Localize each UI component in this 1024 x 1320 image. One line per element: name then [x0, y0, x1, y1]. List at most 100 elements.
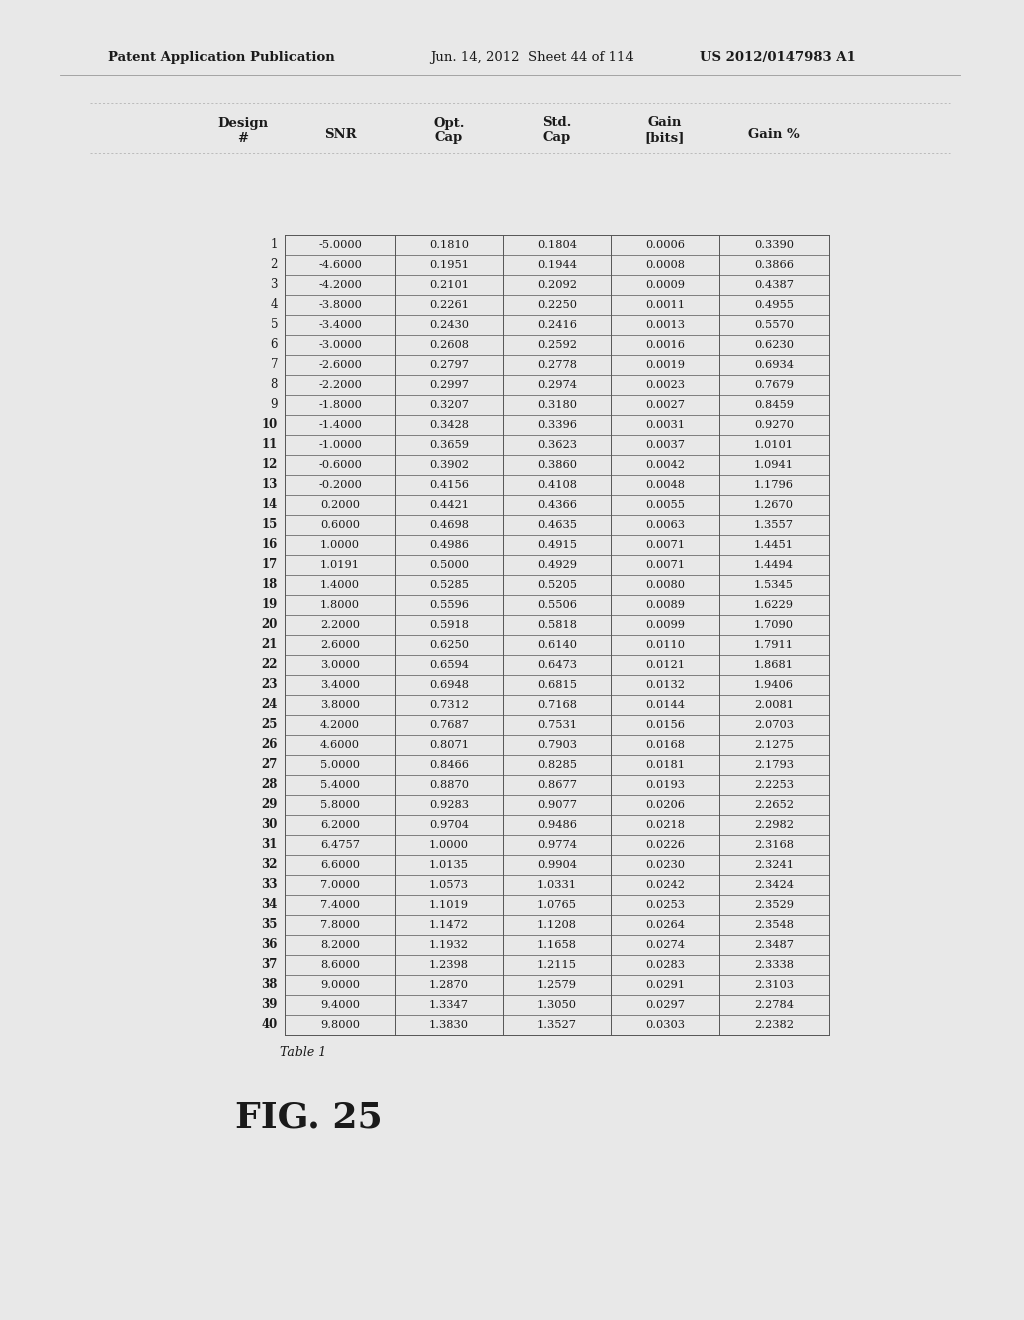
- Text: 1.3527: 1.3527: [537, 1020, 577, 1030]
- Text: 7.4000: 7.4000: [319, 900, 360, 909]
- Text: 0.0121: 0.0121: [645, 660, 685, 671]
- Text: 0.5285: 0.5285: [429, 579, 469, 590]
- Text: 8.6000: 8.6000: [319, 960, 360, 970]
- Text: 0.2261: 0.2261: [429, 300, 469, 310]
- Text: 15: 15: [262, 519, 278, 532]
- Text: 0.0048: 0.0048: [645, 480, 685, 490]
- Text: 14: 14: [262, 499, 278, 511]
- Text: 22: 22: [261, 659, 278, 672]
- Text: 1.1796: 1.1796: [754, 480, 794, 490]
- Text: 0.0037: 0.0037: [645, 440, 685, 450]
- Text: 2: 2: [270, 259, 278, 272]
- Text: 1.9406: 1.9406: [754, 680, 794, 690]
- Text: 2.1793: 2.1793: [754, 760, 794, 770]
- Text: 17: 17: [262, 558, 278, 572]
- Text: 0.9270: 0.9270: [754, 420, 794, 430]
- Text: 1.0135: 1.0135: [429, 861, 469, 870]
- Text: 27: 27: [261, 759, 278, 771]
- Text: 1.7090: 1.7090: [754, 620, 794, 630]
- Text: 34: 34: [261, 899, 278, 912]
- Text: 0.0071: 0.0071: [645, 560, 685, 570]
- Text: 0.0042: 0.0042: [645, 459, 685, 470]
- Text: 1.4000: 1.4000: [319, 579, 360, 590]
- Text: 0.5205: 0.5205: [537, 579, 577, 590]
- Text: 0.0055: 0.0055: [645, 500, 685, 510]
- Text: -2.2000: -2.2000: [318, 380, 361, 389]
- Text: 0.0011: 0.0011: [645, 300, 685, 310]
- Text: 1.0573: 1.0573: [429, 880, 469, 890]
- Text: 29: 29: [261, 799, 278, 812]
- Text: 0.0242: 0.0242: [645, 880, 685, 890]
- Text: 0.9486: 0.9486: [537, 820, 577, 830]
- Text: US 2012/0147983 A1: US 2012/0147983 A1: [700, 51, 856, 65]
- Text: 18: 18: [262, 578, 278, 591]
- Text: 1.2870: 1.2870: [429, 979, 469, 990]
- Text: 0.5570: 0.5570: [754, 319, 794, 330]
- Text: 0.4929: 0.4929: [537, 560, 577, 570]
- Text: 0.4366: 0.4366: [537, 500, 577, 510]
- Text: 0.2092: 0.2092: [537, 280, 577, 290]
- Text: 0.8459: 0.8459: [754, 400, 794, 411]
- Text: 1.3557: 1.3557: [754, 520, 794, 531]
- Text: 0.0156: 0.0156: [645, 719, 685, 730]
- Text: 1.0941: 1.0941: [754, 459, 794, 470]
- Text: 2.1275: 2.1275: [754, 741, 794, 750]
- Text: 1.0331: 1.0331: [537, 880, 577, 890]
- Text: Design: Design: [217, 116, 268, 129]
- Text: 7.8000: 7.8000: [319, 920, 360, 931]
- Text: 1.4451: 1.4451: [754, 540, 794, 550]
- Text: Cap: Cap: [543, 132, 571, 144]
- Text: 2.2382: 2.2382: [754, 1020, 794, 1030]
- Text: 0.0144: 0.0144: [645, 700, 685, 710]
- Text: 2.2000: 2.2000: [319, 620, 360, 630]
- Text: 2.2982: 2.2982: [754, 820, 794, 830]
- Text: -1.4000: -1.4000: [318, 420, 361, 430]
- Text: 1.8681: 1.8681: [754, 660, 794, 671]
- Text: 19: 19: [262, 598, 278, 611]
- Text: FIG. 25: FIG. 25: [234, 1101, 383, 1135]
- Text: 3.4000: 3.4000: [319, 680, 360, 690]
- Text: 0.5818: 0.5818: [537, 620, 577, 630]
- Text: 5.4000: 5.4000: [319, 780, 360, 789]
- Text: 8: 8: [270, 379, 278, 392]
- Text: 16: 16: [262, 539, 278, 552]
- Text: 20: 20: [261, 619, 278, 631]
- Text: 0.0006: 0.0006: [645, 240, 685, 249]
- Text: 0.0264: 0.0264: [645, 920, 685, 931]
- Text: 1.3830: 1.3830: [429, 1020, 469, 1030]
- Text: 1.0000: 1.0000: [429, 840, 469, 850]
- Text: 0.0226: 0.0226: [645, 840, 685, 850]
- Text: #: #: [238, 132, 249, 144]
- Text: 37: 37: [261, 958, 278, 972]
- Text: 4: 4: [270, 298, 278, 312]
- Text: 2.3424: 2.3424: [754, 880, 794, 890]
- Text: 0.6948: 0.6948: [429, 680, 469, 690]
- Text: 1.1932: 1.1932: [429, 940, 469, 950]
- Text: 0.0230: 0.0230: [645, 861, 685, 870]
- Text: 0.1804: 0.1804: [537, 240, 577, 249]
- Text: 0.8870: 0.8870: [429, 780, 469, 789]
- Text: Patent Application Publication: Patent Application Publication: [108, 51, 335, 65]
- Text: 0.4108: 0.4108: [537, 480, 577, 490]
- Text: -1.0000: -1.0000: [318, 440, 361, 450]
- Text: 1.0000: 1.0000: [319, 540, 360, 550]
- Text: 0.4915: 0.4915: [537, 540, 577, 550]
- Text: Cap: Cap: [435, 132, 463, 144]
- Text: -1.8000: -1.8000: [318, 400, 361, 411]
- Text: 1.6229: 1.6229: [754, 601, 794, 610]
- Text: 0.7312: 0.7312: [429, 700, 469, 710]
- Text: 0.0009: 0.0009: [645, 280, 685, 290]
- Text: 4.6000: 4.6000: [319, 741, 360, 750]
- Text: 0.2430: 0.2430: [429, 319, 469, 330]
- Text: -0.2000: -0.2000: [318, 480, 361, 490]
- Text: 0.0013: 0.0013: [645, 319, 685, 330]
- Text: 0.2000: 0.2000: [319, 500, 360, 510]
- Text: 0.0023: 0.0023: [645, 380, 685, 389]
- Text: 0.6000: 0.6000: [319, 520, 360, 531]
- Text: 0.9283: 0.9283: [429, 800, 469, 810]
- Text: 0.5000: 0.5000: [429, 560, 469, 570]
- Text: 0.7679: 0.7679: [754, 380, 794, 389]
- Text: 24: 24: [261, 698, 278, 711]
- Text: 0.0303: 0.0303: [645, 1020, 685, 1030]
- Text: 6.2000: 6.2000: [319, 820, 360, 830]
